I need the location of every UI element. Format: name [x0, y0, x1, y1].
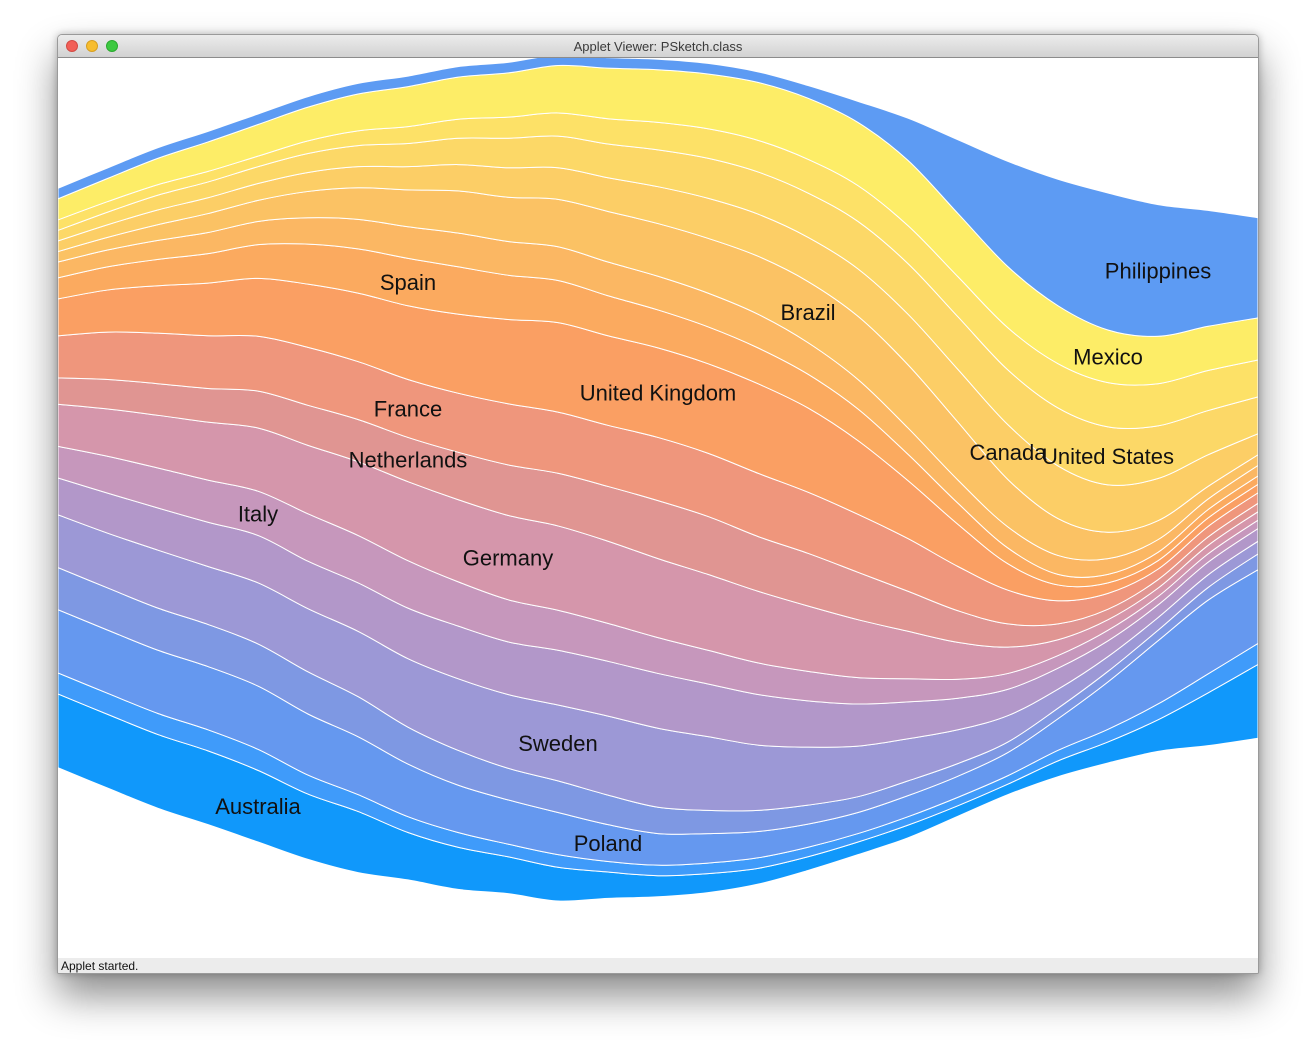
- label-spain: Spain: [380, 270, 436, 295]
- label-philippines: Philippines: [1105, 258, 1211, 283]
- label-united-kingdom: United Kingdom: [580, 381, 737, 406]
- label-canada: Canada: [969, 440, 1047, 465]
- minimize-button[interactable]: [86, 40, 98, 52]
- label-poland: Poland: [574, 831, 643, 856]
- stream-labels: Australia Poland Sweden Italy Germany Netherl…: [215, 258, 1211, 856]
- status-bar: Applet started.: [58, 958, 1258, 973]
- label-united-states: United States: [1042, 444, 1174, 469]
- label-sweden: Sweden: [518, 731, 598, 756]
- label-italy: Italy: [238, 501, 278, 526]
- status-text: Applet started.: [61, 959, 139, 973]
- stream-bands: [58, 58, 1258, 902]
- zoom-button[interactable]: [106, 40, 118, 52]
- label-mexico: Mexico: [1073, 344, 1143, 369]
- stream-band-philippines: [58, 58, 1258, 337]
- label-netherlands: Netherlands: [349, 448, 468, 473]
- label-brazil: Brazil: [780, 300, 835, 325]
- applet-window: Applet Viewer: PSketch.class Australia Po…: [57, 34, 1259, 974]
- label-germany: Germany: [463, 546, 553, 571]
- streamgraph-chart: Australia Poland Sweden Italy Germany Netherl…: [58, 58, 1258, 902]
- close-button[interactable]: [66, 40, 78, 52]
- title-bar[interactable]: Applet Viewer: PSketch.class: [58, 35, 1258, 58]
- label-france: France: [374, 396, 442, 421]
- label-australia: Australia: [215, 794, 301, 819]
- window-title: Applet Viewer: PSketch.class: [573, 39, 743, 54]
